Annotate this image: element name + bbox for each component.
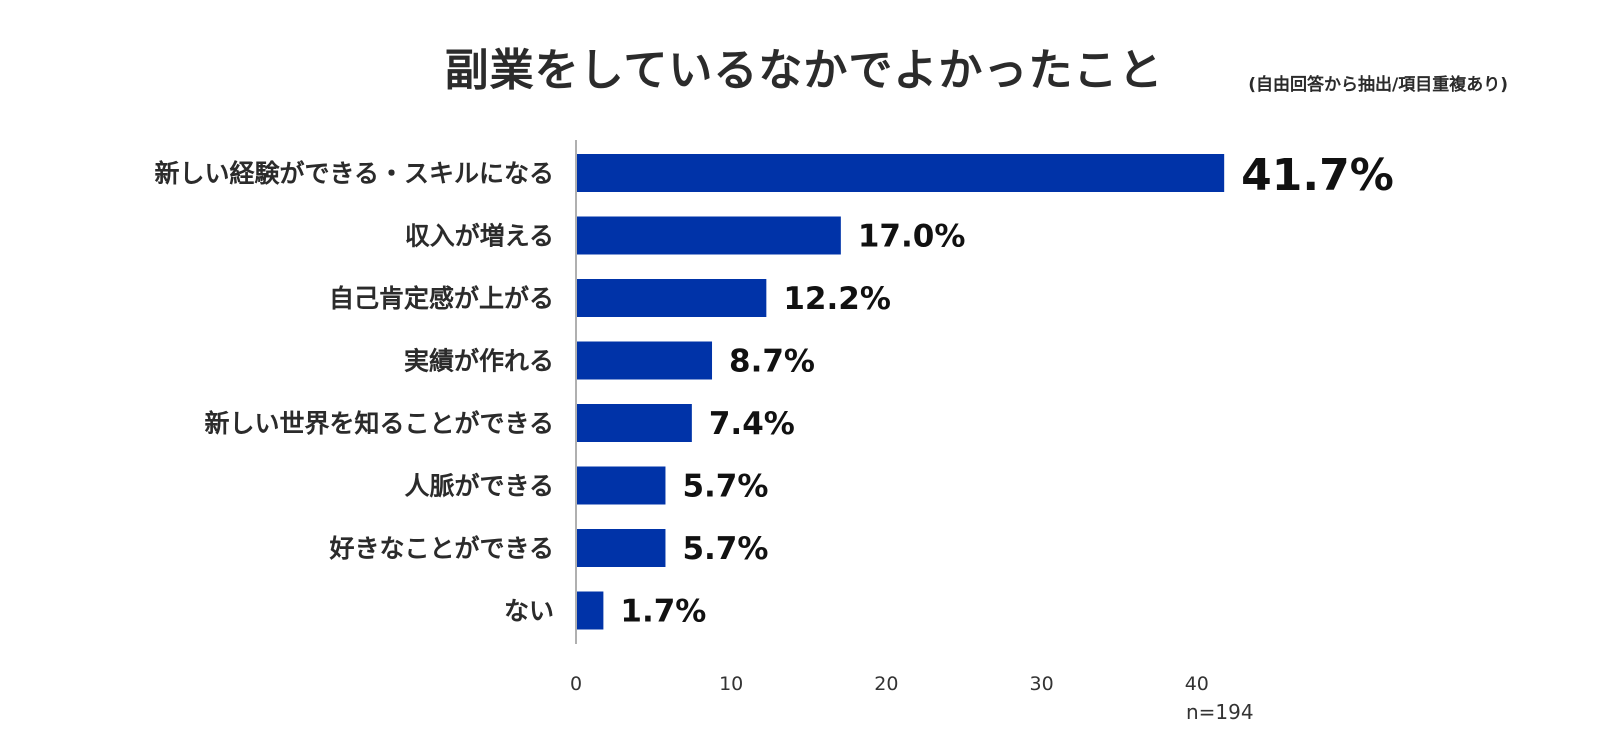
bar — [577, 154, 1225, 192]
value-label: 41.7% — [1241, 150, 1394, 201]
chart-title: 副業をしているなかでよかったこと — [444, 45, 1164, 96]
sample-size-note: n=194 — [1186, 700, 1254, 724]
bar — [577, 591, 604, 630]
bar — [577, 404, 692, 442]
category-labels: 新しい経験ができる・スキルになる収入が増える自己肯定感が上がる実績が作れる新しい… — [154, 159, 554, 626]
x-tick-label: 10 — [719, 673, 743, 695]
value-labels: 41.7% 17.0% 12.2% 8.7% 7.4% 5.7% 5.7% 1.7% — [620, 150, 1393, 630]
x-tick-label: 20 — [874, 673, 898, 695]
x-tick-label: 30 — [1030, 673, 1054, 695]
category-label: 実績が作れる — [404, 347, 554, 376]
value-label: 5.7% — [682, 531, 768, 567]
value-label: 7.4% — [709, 406, 795, 442]
value-label: 12.2% — [783, 281, 891, 317]
value-label: 8.7% — [729, 344, 815, 380]
bars-group — [577, 154, 1225, 630]
x-tick-label: 40 — [1185, 673, 1209, 695]
value-label: 17.0% — [858, 219, 966, 255]
category-label: 自己肯定感が上がる — [329, 284, 554, 313]
value-label: 1.7% — [620, 594, 706, 630]
category-label: ない — [504, 597, 554, 626]
bar — [577, 279, 767, 317]
value-label: 5.7% — [682, 469, 768, 505]
chart-subtitle: (自由回答から抽出/項目重複あり) — [1248, 75, 1508, 95]
bar — [577, 216, 841, 255]
bar — [577, 466, 666, 505]
category-label: 新しい世界を知ることができる — [204, 409, 554, 438]
category-label: 人脈ができる — [404, 472, 554, 501]
category-label: 好きなことができる — [328, 534, 554, 563]
x-tick-label: 0 — [570, 673, 582, 695]
x-axis-ticks: 0 10 20 30 40 — [570, 673, 1209, 695]
bar — [577, 341, 713, 380]
category-label: 収入が増える — [405, 222, 554, 251]
category-label: 新しい経験ができる・スキルになる — [154, 159, 554, 188]
bar — [577, 529, 666, 567]
